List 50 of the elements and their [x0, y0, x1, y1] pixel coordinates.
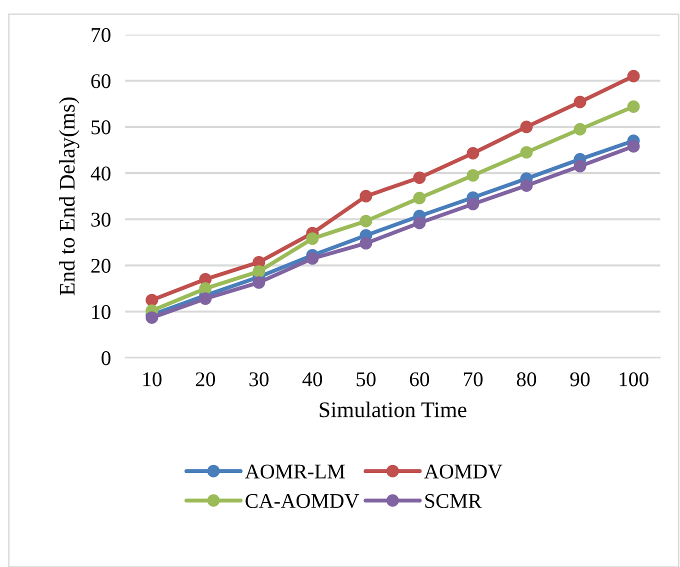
x-tick-label: 40 — [302, 372, 322, 386]
x-tick-label: 90 — [570, 372, 590, 386]
point — [574, 160, 586, 172]
y-tick-label: 0 — [102, 351, 110, 366]
x-axis-title: Simulation Time — [320, 402, 466, 418]
y-tick-label: 60 — [91, 74, 110, 88]
point — [627, 70, 640, 82]
point — [306, 252, 319, 265]
x-tick-label: 80 — [516, 372, 536, 386]
y-tick-label: 10 — [92, 304, 110, 320]
point — [520, 120, 533, 134]
x-tick-label: 70 — [464, 372, 483, 386]
point — [360, 214, 372, 228]
point — [252, 265, 266, 278]
x-tick-label: 60 — [410, 372, 430, 386]
point — [306, 232, 319, 245]
legend-label: AOMR-LM — [244, 464, 345, 479]
y-tick-label: 40 — [90, 166, 110, 181]
y-tick-label: 70 — [92, 28, 110, 42]
point — [146, 311, 158, 324]
y-tick-label: 50 — [92, 120, 110, 134]
point — [360, 237, 372, 250]
legend-label: SCMR — [425, 494, 482, 508]
point — [574, 96, 586, 108]
point — [466, 146, 480, 160]
x-tick-label: 10 — [143, 372, 162, 386]
y-axis-title: End to End Delay(ms) — [59, 97, 80, 296]
point — [520, 179, 533, 192]
point — [199, 282, 212, 295]
point — [360, 190, 372, 202]
point — [466, 198, 480, 210]
point — [627, 100, 640, 113]
point — [146, 294, 158, 306]
point — [627, 140, 640, 153]
point — [520, 146, 533, 159]
point — [466, 169, 480, 182]
point — [252, 276, 266, 289]
point — [413, 216, 426, 230]
y-tick-label: 20 — [91, 258, 110, 273]
point — [413, 171, 426, 184]
point — [574, 122, 586, 136]
y-tick-label: 30 — [91, 212, 110, 227]
x-tick-label: 100 — [620, 372, 648, 386]
point — [413, 192, 426, 204]
point — [199, 292, 212, 305]
x-tick-label: 50 — [356, 372, 376, 386]
legend-label: AOMDV — [424, 464, 502, 479]
x-tick-label: 30 — [249, 372, 269, 386]
legend-label: CA-AOMDV — [246, 494, 360, 508]
x-tick-label: 20 — [196, 372, 216, 386]
